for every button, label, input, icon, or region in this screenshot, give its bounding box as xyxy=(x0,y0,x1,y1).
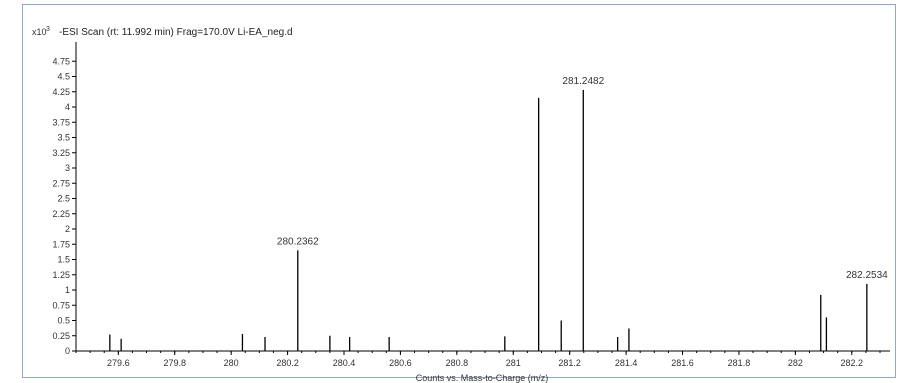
peaks: 280.2362 281.2482 282.2534 xyxy=(109,76,888,351)
x-tick-label: 279.8 xyxy=(163,358,186,368)
y-tick-label: 4.5 xyxy=(57,72,70,82)
peak-label: 280.2362 xyxy=(277,236,319,247)
y-tick-label: 0.5 xyxy=(57,316,70,326)
x-tick-label: 280.6 xyxy=(389,358,412,368)
x-tick-label: 281.2 xyxy=(558,358,581,368)
y-tick-label: 2.75 xyxy=(52,178,70,188)
y-multiplier-base: x10 xyxy=(32,27,47,37)
y-tick-label: 4 xyxy=(65,102,70,112)
y-tick-label: 3 xyxy=(65,163,70,173)
y-tick-label: 3.5 xyxy=(57,133,70,143)
y-multiplier-exponent: 3 xyxy=(46,26,50,33)
peak-label: 282.2534 xyxy=(846,270,888,281)
y-multiplier-label: x10 3 xyxy=(32,26,50,37)
chart-title: -ESI Scan (rt: 11.992 min) Frag=170.0V L… xyxy=(59,27,293,38)
x-axis-ticks: 279.6 279.8 280 280.2 280.4 280.6 280.8 281 281.… xyxy=(75,351,881,368)
y-tick-label: 0 xyxy=(65,346,70,356)
y-tick-label: 2.25 xyxy=(52,209,70,219)
peak-label: 281.2482 xyxy=(562,76,604,87)
x-tick-label: 280.2 xyxy=(276,358,299,368)
x-tick-label: 280.8 xyxy=(446,358,469,368)
x-tick-label: 280 xyxy=(224,358,239,368)
axes xyxy=(75,42,890,352)
y-tick-label: 1.75 xyxy=(52,239,70,249)
y-tick-label: 0.75 xyxy=(52,300,70,310)
y-tick-label: 1.5 xyxy=(57,255,70,265)
y-tick-label: 4.25 xyxy=(52,87,70,97)
y-tick-label: 3.25 xyxy=(52,148,70,158)
y-tick-label: 3.75 xyxy=(52,117,70,127)
y-tick-label: 1.25 xyxy=(52,270,70,280)
y-tick-label: 1 xyxy=(65,285,70,295)
x-tick-label: 282 xyxy=(788,358,803,368)
x-tick-label: 281.6 xyxy=(671,358,694,368)
x-axis-label: Counts vs. Mass-to-Charge (m/z) xyxy=(416,373,549,383)
x-tick-label: 281.4 xyxy=(615,358,638,368)
x-tick-label: 279.6 xyxy=(107,358,130,368)
y-tick-label: 2.5 xyxy=(57,194,70,204)
y-axis-ticks: 0 0.25 0.5 0.75 1 1.25 1.5 1.75 2 2.25 2.5 2.75 3 3.2… xyxy=(52,56,76,356)
x-tick-label: 281 xyxy=(506,358,521,368)
x-tick-label: 282.2 xyxy=(841,358,864,368)
plot-frame xyxy=(22,4,896,378)
y-tick-label: 0.25 xyxy=(52,331,70,341)
x-tick-label: 280.4 xyxy=(333,358,356,368)
y-tick-label: 4.75 xyxy=(52,56,70,66)
y-tick-label: 2 xyxy=(65,224,70,234)
x-tick-label: 281.8 xyxy=(728,358,751,368)
